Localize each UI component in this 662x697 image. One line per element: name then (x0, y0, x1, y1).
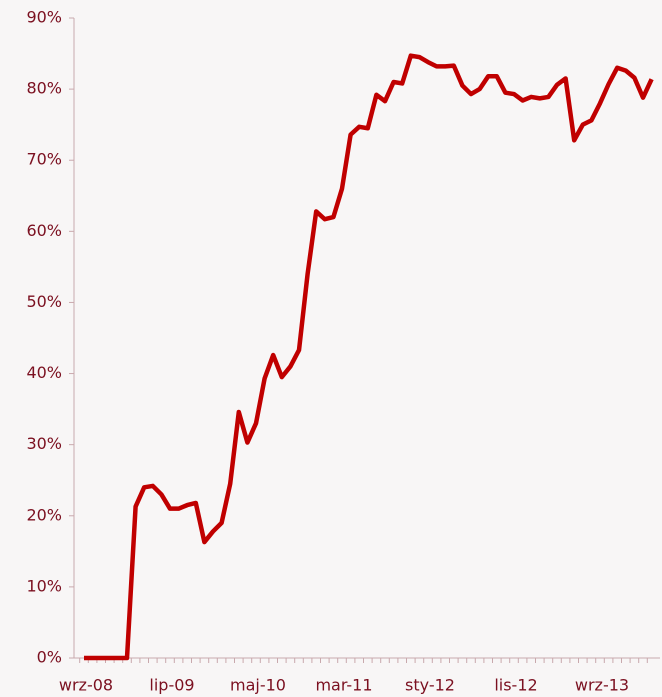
x-tick-label: lis-12 (494, 676, 537, 695)
data-line (84, 53, 654, 661)
y-tick-label: 30% (26, 434, 62, 453)
x-tick-label: wrz-13 (575, 676, 629, 695)
x-tick-label: sty-12 (405, 676, 455, 695)
y-tick-label: 50% (26, 292, 62, 311)
x-tick-label: wrz-08 (59, 676, 113, 695)
x-tick-label: mar-11 (315, 676, 372, 695)
x-tick-label: maj-10 (230, 676, 286, 695)
y-tick-label: 20% (26, 505, 62, 524)
x-tick-label: lip-09 (149, 676, 194, 695)
y-tick-label: 90% (26, 8, 62, 27)
y-tick-label: 40% (26, 363, 62, 382)
y-tick-label: 60% (26, 221, 62, 240)
y-tick-label: 80% (26, 79, 62, 98)
y-tick-label: 10% (26, 576, 62, 595)
y-tick-label: 70% (26, 150, 62, 169)
y-tick-label: 0% (37, 648, 62, 667)
